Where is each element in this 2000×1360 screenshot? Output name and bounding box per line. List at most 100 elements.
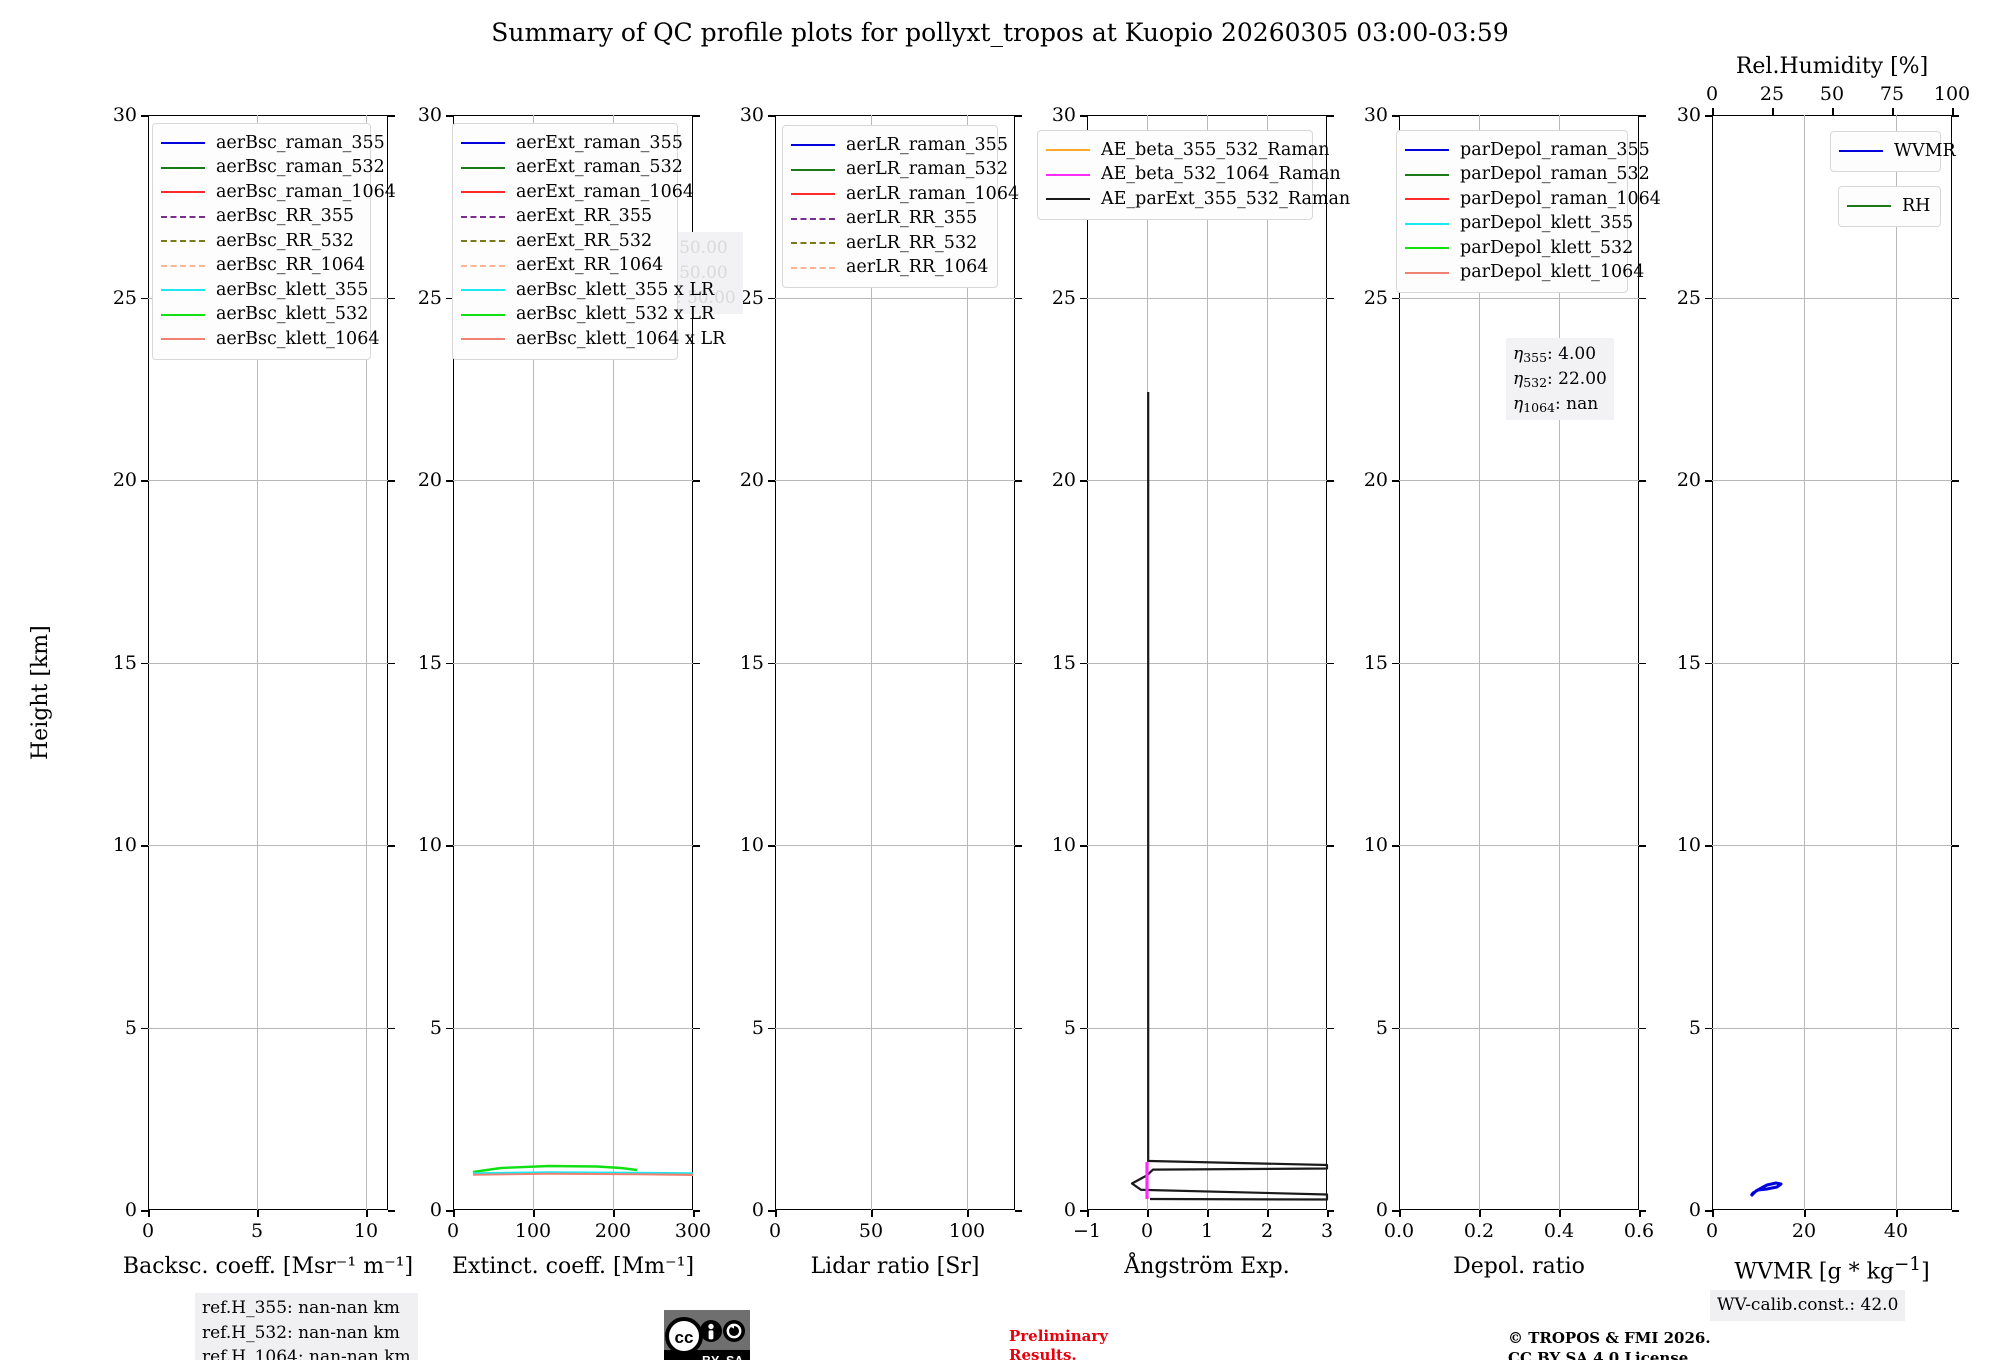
y-tick-label: 5 <box>1063 1016 1076 1039</box>
legend-lidar-ratio-entry[interactable]: aerLR_RR_355 <box>791 207 988 232</box>
y-axis-label: Height [km] <box>28 625 53 760</box>
gridline-h <box>1399 480 1639 481</box>
cc-license-badge: cc BY SA <box>664 1310 750 1360</box>
gridline-v <box>366 115 367 1210</box>
legend-backscatter-entry[interactable]: aerBsc_RR_355 <box>161 205 361 230</box>
gridline-h <box>775 297 1015 299</box>
legend-entry-label: aerBsc_klett_1064 <box>216 328 380 349</box>
legend-lidar-ratio-entry[interactable]: aerLR_raman_532 <box>791 158 1008 183</box>
legend-depol-entry[interactable]: parDepol_raman_355 <box>1405 138 1650 163</box>
legend-backscatter-entry[interactable]: aerBsc_klett_1064 <box>161 327 379 352</box>
y-tick-label: 15 <box>739 651 764 674</box>
x-tick-label: 0 <box>141 1220 155 1242</box>
legend-lidar-ratio-entry[interactable]: aerLR_raman_355 <box>791 133 1008 158</box>
x-tick-label: 0.4 <box>1543 1220 1575 1242</box>
legend-lidar-ratio-entry[interactable]: aerLR_RR_1064 <box>791 256 988 281</box>
legend-line-swatch <box>791 188 835 200</box>
legend-rh-entry[interactable]: RH <box>1847 194 1931 219</box>
y-tick-label: 0 <box>751 1199 764 1221</box>
legend-lidar-ratio[interactable]: aerLR_raman_355 aerLR_raman_532 aerLR_rama… <box>782 125 1019 288</box>
legend-depol-entry[interactable]: parDepol_raman_1064 <box>1405 187 1661 212</box>
curve-ae-parext-355-532 <box>1130 392 1329 1201</box>
ref-height-line: ref.H_532: nan-nan km <box>202 1322 400 1343</box>
gridline-h <box>148 1027 388 1029</box>
x-tick-label: 100 <box>948 1220 986 1242</box>
gridline-v <box>1559 115 1560 1210</box>
legend-wvmr[interactable]: WVMR <box>1830 131 1956 172</box>
legend-extinction-entry[interactable]: aerBsc_klett_1064 x LR <box>461 327 725 352</box>
figure-title: Summary of QC profile plots for pollyxt_… <box>491 18 1509 47</box>
legend-line-swatch <box>461 162 505 174</box>
y-tick-label: 30 <box>1051 104 1076 126</box>
legend-depol-entry[interactable]: parDepol_klett_1064 <box>1405 261 1644 286</box>
gridline-h <box>1399 1027 1639 1029</box>
legend-entry-label: parDepol_raman_532 <box>1460 164 1650 184</box>
eta-annotation-line: η1064: nan <box>1513 393 1599 415</box>
sa-share-alike-icon <box>723 1320 745 1342</box>
legend-wvmr-entry[interactable]: WVMR <box>1839 139 1956 164</box>
legend-entry-label: aerExt_RR_355 <box>516 206 653 226</box>
legend-entry-label: aerLR_RR_355 <box>846 208 978 228</box>
legend-line-swatch <box>791 164 835 176</box>
gridline-h <box>775 480 1015 481</box>
x-tick-label: 5 <box>250 1220 264 1242</box>
legend-extinction-entry[interactable]: aerExt_raman_1064 <box>461 180 694 205</box>
legend-angstrom-entry[interactable]: AE_beta_532_1064_Raman <box>1046 163 1341 188</box>
legend-line-swatch <box>161 186 205 198</box>
x-tick-label: 0 <box>768 1220 782 1242</box>
x-tick-label: 2 <box>1260 1220 1274 1242</box>
panel-lidar-ratio: 0 5 10 15 20 25 30 0 50 100 Lidar ratio … <box>740 104 1022 1279</box>
legend-angstrom-entry[interactable]: AE_beta_355_532_Raman <box>1046 138 1330 163</box>
legend-extinction-entry[interactable]: aerExt_RR_532 <box>461 229 668 254</box>
legend-entry-label: parDepol_raman_1064 <box>1460 188 1661 209</box>
legend-backscatter-entry[interactable]: aerBsc_raman_532 <box>161 156 385 181</box>
legend-backscatter-entry[interactable]: aerBsc_RR_1064 <box>161 254 365 279</box>
panel-wvmr-rh: 0 5 10 15 20 25 30 0 20 40 0 25 50 75 10… <box>1677 54 1970 1284</box>
legend-entry-label: aerExt_RR_532 <box>516 230 653 251</box>
legend-depol-entry[interactable]: parDepol_klett_355 <box>1405 212 1633 237</box>
legend-extinction-entry[interactable]: aerBsc_klett_532 x LR <box>461 303 714 328</box>
legend-rh[interactable]: RH <box>1838 186 1941 227</box>
legend-extinction-entry[interactable]: aerExt_RR_1064 <box>461 254 668 279</box>
copyright-line: © TROPOS & FMI 2026. <box>1508 1329 1711 1347</box>
legend-depol-entry[interactable]: parDepol_klett_532 <box>1405 236 1633 261</box>
legend-line-swatch <box>1405 144 1449 156</box>
cc-by-label: BY <box>702 1354 719 1360</box>
x-top-tick-label: 50 <box>1819 83 1845 105</box>
legend-depol[interactable]: parDepol_raman_355 parDepol_raman_532 parD… <box>1396 130 1661 293</box>
x-top-tick-label: 100 <box>1933 83 1971 105</box>
y-tick-label: 15 <box>1676 651 1701 674</box>
x-tick-label: 1 <box>1200 1220 1214 1242</box>
wvmr-data-curve <box>1749 1181 1783 1198</box>
legend-extinction-entry[interactable]: aerExt_RR_355 <box>461 205 668 230</box>
cc-text-glyph: cc <box>675 1328 694 1347</box>
legend-extinction-entry[interactable]: aerExt_raman_532 <box>461 156 683 181</box>
legend-entry-label: aerBsc_klett_532 x LR <box>516 304 715 324</box>
legend-angstrom[interactable]: AE_beta_355_532_Raman AE_beta_532_1064_Ra… <box>1037 130 1350 220</box>
eta-annotation-line: η532: 22.00 <box>1513 368 1607 390</box>
x-axis-title-top: Rel.Humidity [%] <box>1735 54 1929 79</box>
y-tick-label: 25 <box>1676 286 1701 309</box>
legend-extinction-entry[interactable]: aerExt_raman_355 <box>461 131 683 156</box>
legend-backscatter[interactable]: aerBsc_raman_355 aerBsc_raman_532 aerBsc_r… <box>152 123 396 360</box>
legend-angstrom-entry[interactable]: AE_parExt_355_532_Raman <box>1046 187 1350 212</box>
y-tick-label: 20 <box>417 469 442 491</box>
legend-backscatter-entry[interactable]: aerBsc_RR_532 <box>161 229 361 254</box>
gridline-h <box>1712 662 1952 664</box>
legend-backscatter-entry[interactable]: aerBsc_raman_1064 <box>161 180 396 205</box>
legend-depol-entry[interactable]: parDepol_raman_532 <box>1405 163 1650 188</box>
legend-lidar-ratio-entry[interactable]: aerLR_RR_532 <box>791 231 988 256</box>
legend-lidar-ratio-entry[interactable]: aerLR_raman_1064 <box>791 182 1019 207</box>
curve-klett-355 <box>472 1171 694 1174</box>
legend-backscatter-entry[interactable]: aerBsc_raman_355 <box>161 131 385 156</box>
legend-extinction-entry[interactable]: aerBsc_klett_355 x LR <box>461 278 714 303</box>
copyright-note: © TROPOS & FMI 2026. CC BY SA 4.0 License… <box>1508 1329 1711 1360</box>
legend-line-swatch <box>1046 144 1090 156</box>
legend-backscatter-entry[interactable]: aerBsc_klett_532 <box>161 303 368 328</box>
x-tick-label: 50 <box>858 1220 884 1242</box>
legend-backscatter-entry[interactable]: aerBsc_klett_355 <box>161 278 368 303</box>
y-tick-label: 15 <box>1363 651 1388 674</box>
gridline-v <box>871 115 872 1210</box>
legend-entry-label: AE_parExt_355_532_Raman <box>1101 188 1351 209</box>
legend-extinction[interactable]: aerExt_raman_355 aerExt_raman_532 aerExt_r… <box>452 123 725 360</box>
